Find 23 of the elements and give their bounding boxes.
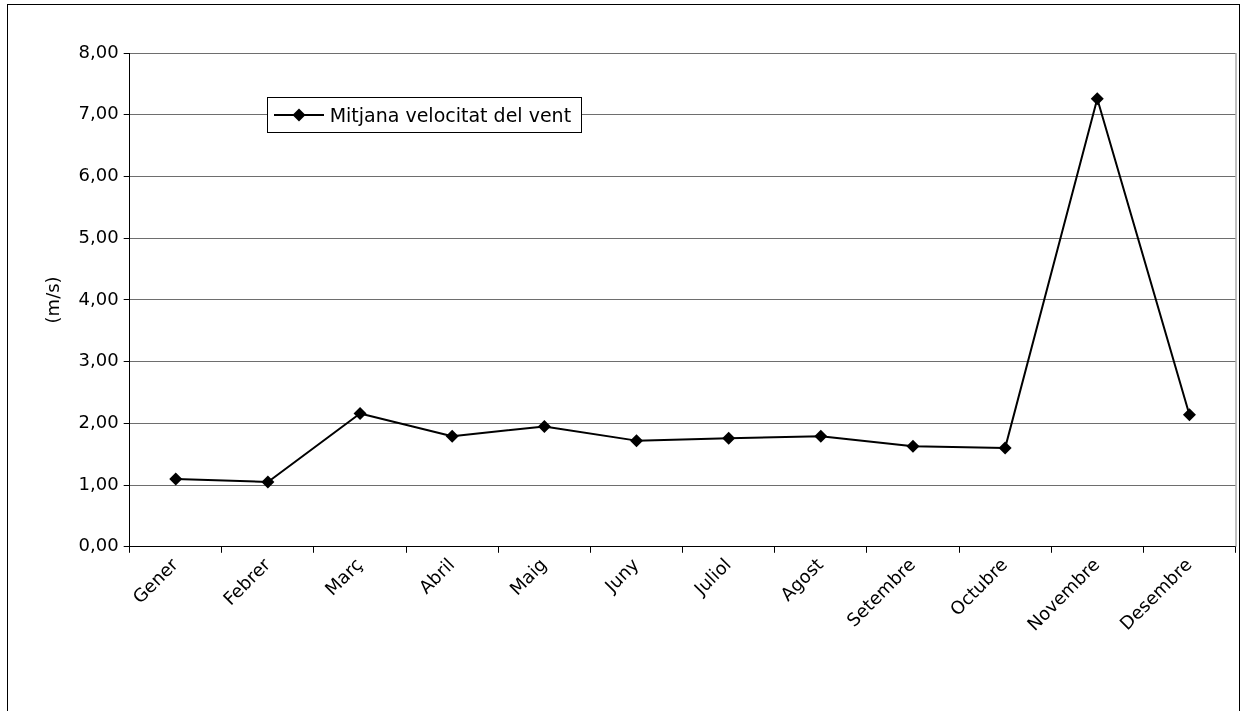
- y-tick-label: 6,00: [78, 164, 119, 186]
- y-tick-label: 0,00: [78, 534, 119, 556]
- point: [814, 429, 828, 443]
- point: [169, 472, 183, 486]
- y-tick-label: 2,00: [78, 411, 119, 433]
- point: [537, 419, 551, 433]
- point: [353, 406, 367, 420]
- y-tick-label: 5,00: [78, 225, 119, 247]
- point: [722, 431, 736, 445]
- y-tick-label: 7,00: [78, 102, 119, 124]
- y-tick-label: 1,00: [78, 472, 119, 494]
- point: [1090, 92, 1104, 106]
- point: [998, 441, 1012, 455]
- point: [906, 439, 920, 453]
- legend-label: Mitjana velocitat del vent: [329, 104, 572, 126]
- point: [261, 475, 275, 489]
- point: [1182, 408, 1196, 422]
- y-tick-label: 4,00: [78, 287, 119, 309]
- point: [445, 429, 459, 443]
- y-axis-title: (m/s): [42, 276, 64, 324]
- y-tick-label: 3,00: [78, 349, 119, 371]
- point: [630, 434, 644, 448]
- y-tick-label: 8,00: [78, 40, 119, 62]
